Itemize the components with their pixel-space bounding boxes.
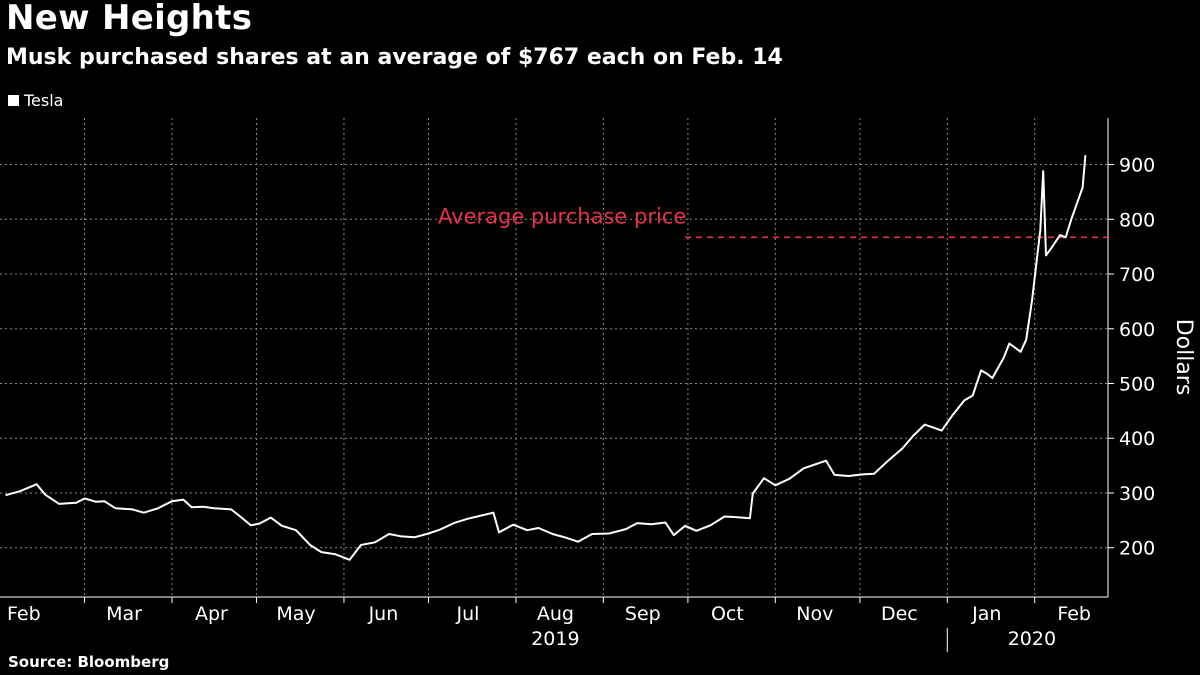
x-tick-label-jun-4: Jun xyxy=(368,603,399,625)
x-tick-label-feb-0: Feb xyxy=(7,603,41,625)
x-tick-label-oct-8: Oct xyxy=(711,603,744,625)
x-tick-label-feb-12: Feb xyxy=(1057,603,1091,625)
x-tick-label-apr-2: Apr xyxy=(195,603,228,625)
legend-swatch xyxy=(8,95,19,106)
x-tick-label-mar-1: Mar xyxy=(106,603,142,625)
y-tick-label-600: 600 xyxy=(1119,319,1155,341)
x-tick-label-nov-9: Nov xyxy=(796,603,833,625)
x-tick-label-sep-7: Sep xyxy=(625,603,661,625)
y-tick-label-500: 500 xyxy=(1119,374,1155,396)
x-tick-label-aug-6: Aug xyxy=(537,603,574,625)
chart-subtitle: Musk purchased shares at an average of $… xyxy=(6,45,783,70)
x-tick-label-may-3: May xyxy=(276,603,315,625)
y-tick-label-800: 800 xyxy=(1119,209,1155,231)
legend: Tesla xyxy=(8,91,63,110)
x-tick-label-dec-10: Dec xyxy=(881,603,918,625)
grid-layer xyxy=(0,118,1108,597)
chart-title: New Heights xyxy=(6,0,253,38)
year-label-2019: 2019 xyxy=(531,628,579,650)
y-tick-label-400: 400 xyxy=(1119,428,1155,450)
x-tick-label-jan-11: Jan xyxy=(971,603,1001,625)
series-line-tesla xyxy=(5,155,1087,561)
y-tick-label-700: 700 xyxy=(1119,264,1155,286)
average-price-label: Average purchase price xyxy=(438,204,686,228)
source-note: Source: Bloomberg xyxy=(8,653,170,671)
legend-label-tesla: Tesla xyxy=(24,91,64,110)
y-tick-label-300: 300 xyxy=(1119,483,1155,505)
y-tick-label-900: 900 xyxy=(1119,155,1155,177)
year-label-2020: 2020 xyxy=(1008,628,1056,650)
axis-layer: 200 300 400 500 600 700 800 900 Feb Mar Apr May Jun J… xyxy=(0,118,1196,652)
series-layer xyxy=(5,155,1087,561)
y-tick-label-200: 200 xyxy=(1119,538,1155,560)
y-axis-title: Dollars xyxy=(1171,319,1196,396)
annotation-layer: Average purchase price xyxy=(438,204,1108,239)
x-tick-label-jul-5: Jul xyxy=(456,603,480,625)
